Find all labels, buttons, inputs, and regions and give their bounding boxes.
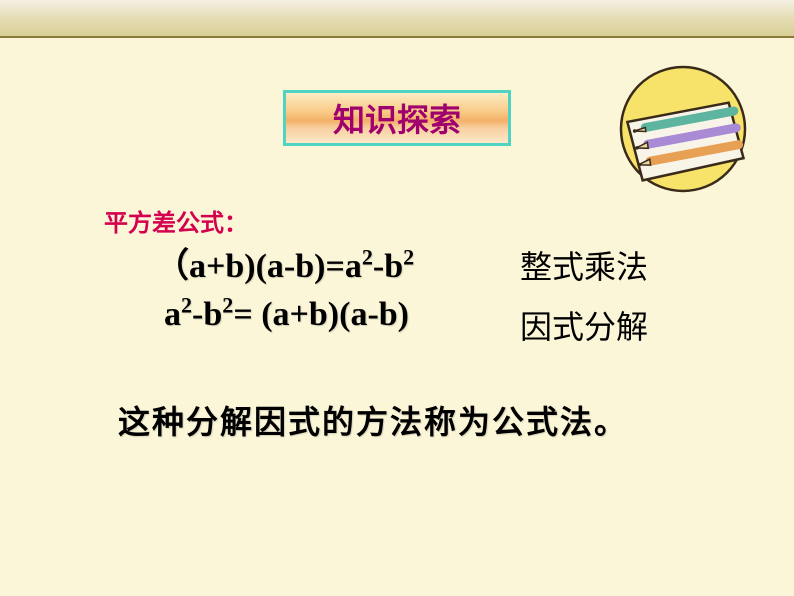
formula-factorization: a2-b2= (a+b)(a-b)	[164, 296, 409, 334]
label-factorization: 因式分解	[520, 302, 648, 348]
top-decorative-band	[0, 0, 794, 38]
formula1-sup1: 2	[362, 245, 373, 270]
formula1-sup3: 2	[403, 245, 414, 270]
formula1-part2: -b	[373, 248, 403, 285]
formula1-part0: （a+b)(a-b)=a	[155, 248, 362, 285]
formula2-part2: -b	[192, 296, 222, 333]
formula-multiplication: （a+b)(a-b)=a2-b2	[155, 238, 414, 287]
slide-title: 知识探索	[333, 95, 461, 141]
conclusion-text: 这种分解因式的方法称为公式法。	[118, 397, 628, 443]
pencils-on-paper-icon	[618, 64, 748, 194]
formula2-sup1: 2	[181, 293, 192, 318]
formula2-sup3: 2	[222, 293, 233, 318]
label-multiplication: 整式乘法	[520, 242, 648, 288]
formula2-part4: = (a+b)(a-b)	[233, 296, 409, 333]
formula2-part0: a	[164, 296, 181, 333]
subtitle: 平方差公式：	[104, 203, 248, 238]
title-box: 知识探索	[283, 90, 511, 146]
